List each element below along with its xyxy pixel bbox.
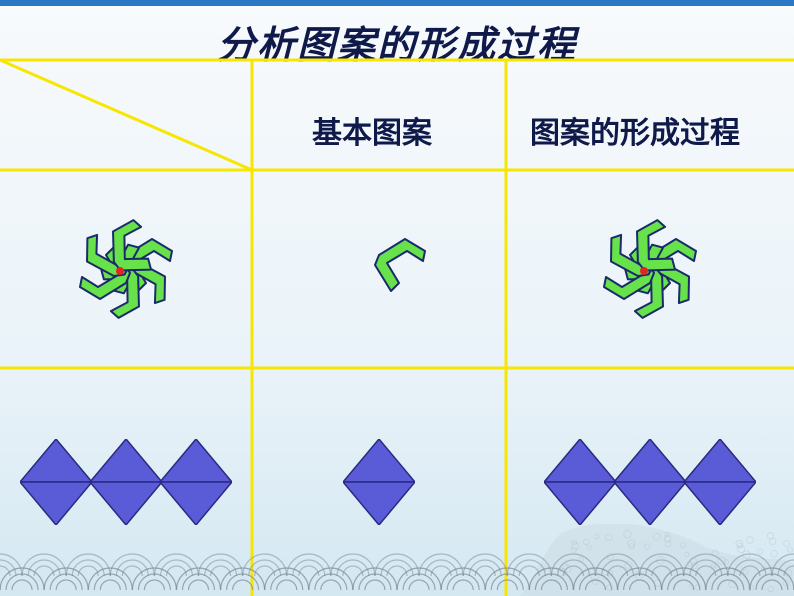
column-header-basic: 基本图案 [312,108,432,152]
cell-hex-full-left [0,170,252,368]
cell-hex-full-right [506,170,794,368]
cell-hex-basic [252,170,506,368]
wave-decoration [0,524,794,596]
column-header-process: 图案的形成过程 [530,108,740,152]
